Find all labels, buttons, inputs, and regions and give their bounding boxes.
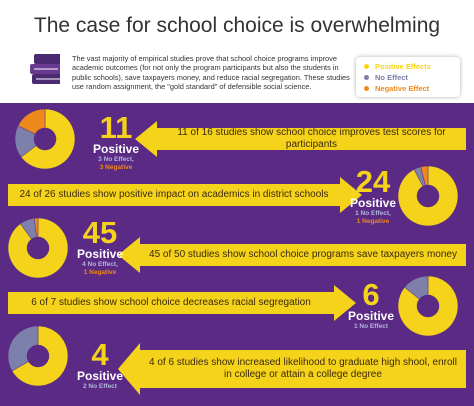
legend-swatch (364, 64, 369, 69)
legend-item: Negative Effect (364, 83, 460, 94)
book-icon (30, 54, 60, 84)
sub-label: 1 Negative (356, 218, 390, 225)
sub-label: 2 No Effect (83, 383, 117, 390)
statement: 24 of 26 studies show positive impact on… (19, 189, 329, 200)
legend-item: No Effect (364, 72, 460, 83)
count-block: 45 Positive 4 No Effect, 1 Negative (58, 215, 142, 277)
legend-items: Positive Effects No Effect Negative Effect (356, 61, 460, 94)
arrow (8, 285, 356, 321)
statement: 6 of 7 studies show school choice decrea… (31, 297, 311, 308)
donut-slice (397, 165, 459, 227)
count-block: 4 Positive 2 No Effect (58, 337, 142, 391)
legend-swatch (364, 86, 369, 91)
sub-label: 1 No Effect, (355, 210, 391, 217)
arrow (118, 343, 466, 395)
legend-label: No Effect (375, 73, 408, 82)
count-caption: Positive (347, 309, 395, 323)
donut-slice (420, 165, 429, 186)
title: The case for school choice is overwhelmi… (33, 14, 441, 37)
donut-slice (11, 325, 69, 387)
legend-label: Negative Effect (375, 84, 430, 93)
statement: 11 of 16 studies show school choice impr… (177, 127, 446, 150)
donut-slice (397, 275, 459, 337)
legend: Positive Effects No Effect Negative Effect (356, 57, 460, 97)
count-caption: Positive (76, 247, 124, 261)
donut-slice (17, 108, 46, 135)
sub-label: 3 No Effect, (98, 156, 134, 163)
donut-slice (33, 217, 39, 238)
count-block: 11 Positive 3 No Effect, 3 Negative (74, 110, 158, 172)
count-block: 24 Positive 1 No Effect, 1 Negative (331, 164, 415, 226)
count-label: 24 (355, 164, 391, 199)
arrow (135, 121, 466, 157)
count-label: 6 (362, 277, 380, 312)
header: The case for school choice is overwhelmi… (0, 0, 474, 103)
statement: 4 of 6 studies show increased likelihood… (149, 357, 457, 380)
legend-swatch (364, 75, 369, 80)
sub-label: 1 No Effect (354, 323, 388, 330)
count-caption: Positive (92, 142, 140, 156)
count-block: 6 Positive 1 No Effect (329, 277, 413, 331)
donut-slice (7, 217, 69, 279)
donut-slice (7, 325, 39, 372)
legend-label: Positive Effects (375, 62, 431, 71)
arrow (8, 177, 362, 213)
count-label: 45 (82, 215, 118, 250)
count-caption: Positive (76, 369, 124, 383)
sub-label: 1 Negative (83, 269, 117, 276)
statement: 45 of 50 studies show school choice prog… (149, 249, 457, 260)
legend-item: Positive Effects (364, 61, 460, 72)
count-caption: Positive (349, 196, 397, 210)
count-label: 11 (99, 110, 133, 145)
arrow (118, 237, 466, 273)
donut-slice (20, 108, 76, 170)
count-label: 4 (91, 337, 109, 372)
donut-slice (404, 275, 429, 300)
intro: The vast majority of empirical studies p… (72, 54, 350, 91)
sub-label: 4 No Effect, (82, 261, 118, 268)
sub-label: 3 Negative (99, 164, 133, 171)
